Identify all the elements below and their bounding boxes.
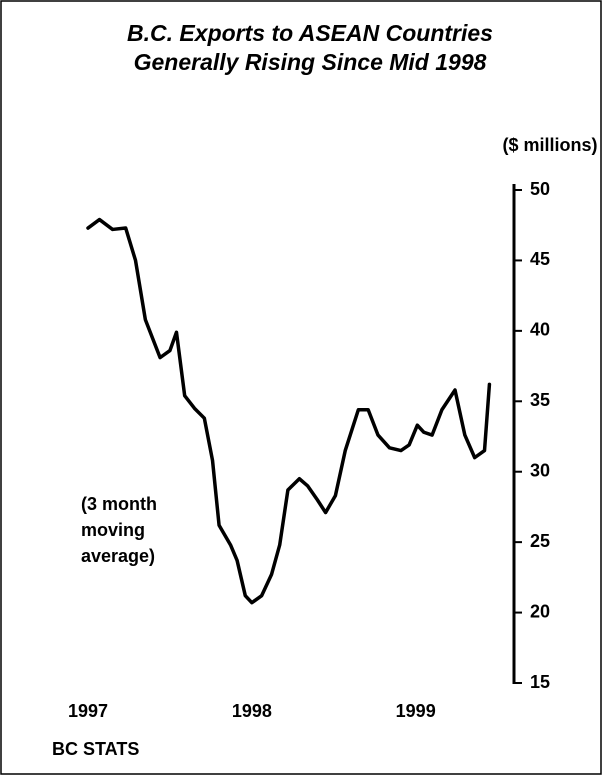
y-tick-label: 50 — [530, 179, 550, 199]
chart-title: B.C. Exports to ASEAN Countries — [127, 20, 493, 46]
y-tick-label: 45 — [530, 249, 550, 269]
chart-title: Generally Rising Since Mid 1998 — [134, 49, 487, 75]
y-tick-label: 20 — [530, 601, 550, 621]
source: BC STATS — [52, 739, 139, 759]
y-tick-label: 40 — [530, 320, 550, 340]
x-tick-label: 1998 — [232, 701, 272, 721]
annotation: (3 month — [81, 494, 157, 514]
x-tick-label: 1997 — [68, 701, 108, 721]
x-tick-label: 1999 — [396, 701, 436, 721]
y-axis-label: ($ millions) — [502, 135, 597, 155]
y-tick-label: 25 — [530, 531, 550, 551]
annotation: average) — [81, 546, 155, 566]
y-tick-label: 30 — [530, 460, 550, 480]
data-line — [86, 217, 492, 605]
y-tick-label: 15 — [530, 672, 550, 692]
annotation: moving — [81, 520, 145, 540]
y-tick-label: 35 — [530, 390, 550, 410]
